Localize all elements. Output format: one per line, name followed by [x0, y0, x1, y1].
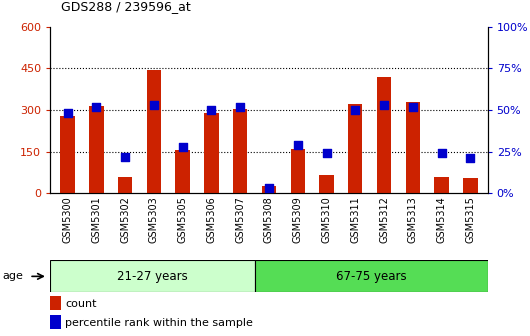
- Bar: [290, 149, 305, 193]
- Bar: [89, 106, 103, 193]
- Point: [92, 104, 101, 110]
- Point: [466, 156, 474, 161]
- Text: age: age: [3, 271, 23, 281]
- Bar: [60, 116, 75, 193]
- Text: GDS288 / 239596_at: GDS288 / 239596_at: [61, 0, 191, 13]
- Bar: [377, 77, 391, 193]
- Point: [64, 111, 72, 116]
- Bar: [147, 70, 161, 193]
- Bar: [50, 296, 61, 310]
- Point: [351, 108, 359, 113]
- Text: 67-75 years: 67-75 years: [336, 270, 407, 283]
- Bar: [435, 177, 449, 193]
- Point: [409, 104, 417, 110]
- Bar: [50, 315, 61, 329]
- Bar: [233, 109, 248, 193]
- Point: [294, 142, 302, 148]
- Point: [437, 151, 446, 156]
- Point: [264, 185, 273, 191]
- Bar: [204, 113, 219, 193]
- Text: count: count: [65, 299, 96, 308]
- Bar: [319, 175, 334, 193]
- Bar: [175, 150, 190, 193]
- Point: [236, 104, 244, 110]
- Point: [322, 151, 331, 156]
- Point: [380, 102, 388, 108]
- Text: percentile rank within the sample: percentile rank within the sample: [65, 318, 253, 328]
- Point: [179, 144, 187, 149]
- Text: 21-27 years: 21-27 years: [117, 270, 188, 283]
- Point: [207, 108, 216, 113]
- Point: [149, 102, 158, 108]
- Bar: [254, 260, 488, 292]
- Bar: [348, 104, 363, 193]
- Bar: [463, 178, 478, 193]
- Bar: [118, 177, 132, 193]
- Bar: [262, 186, 276, 193]
- Bar: [50, 260, 254, 292]
- Point: [121, 154, 129, 159]
- Bar: [405, 102, 420, 193]
